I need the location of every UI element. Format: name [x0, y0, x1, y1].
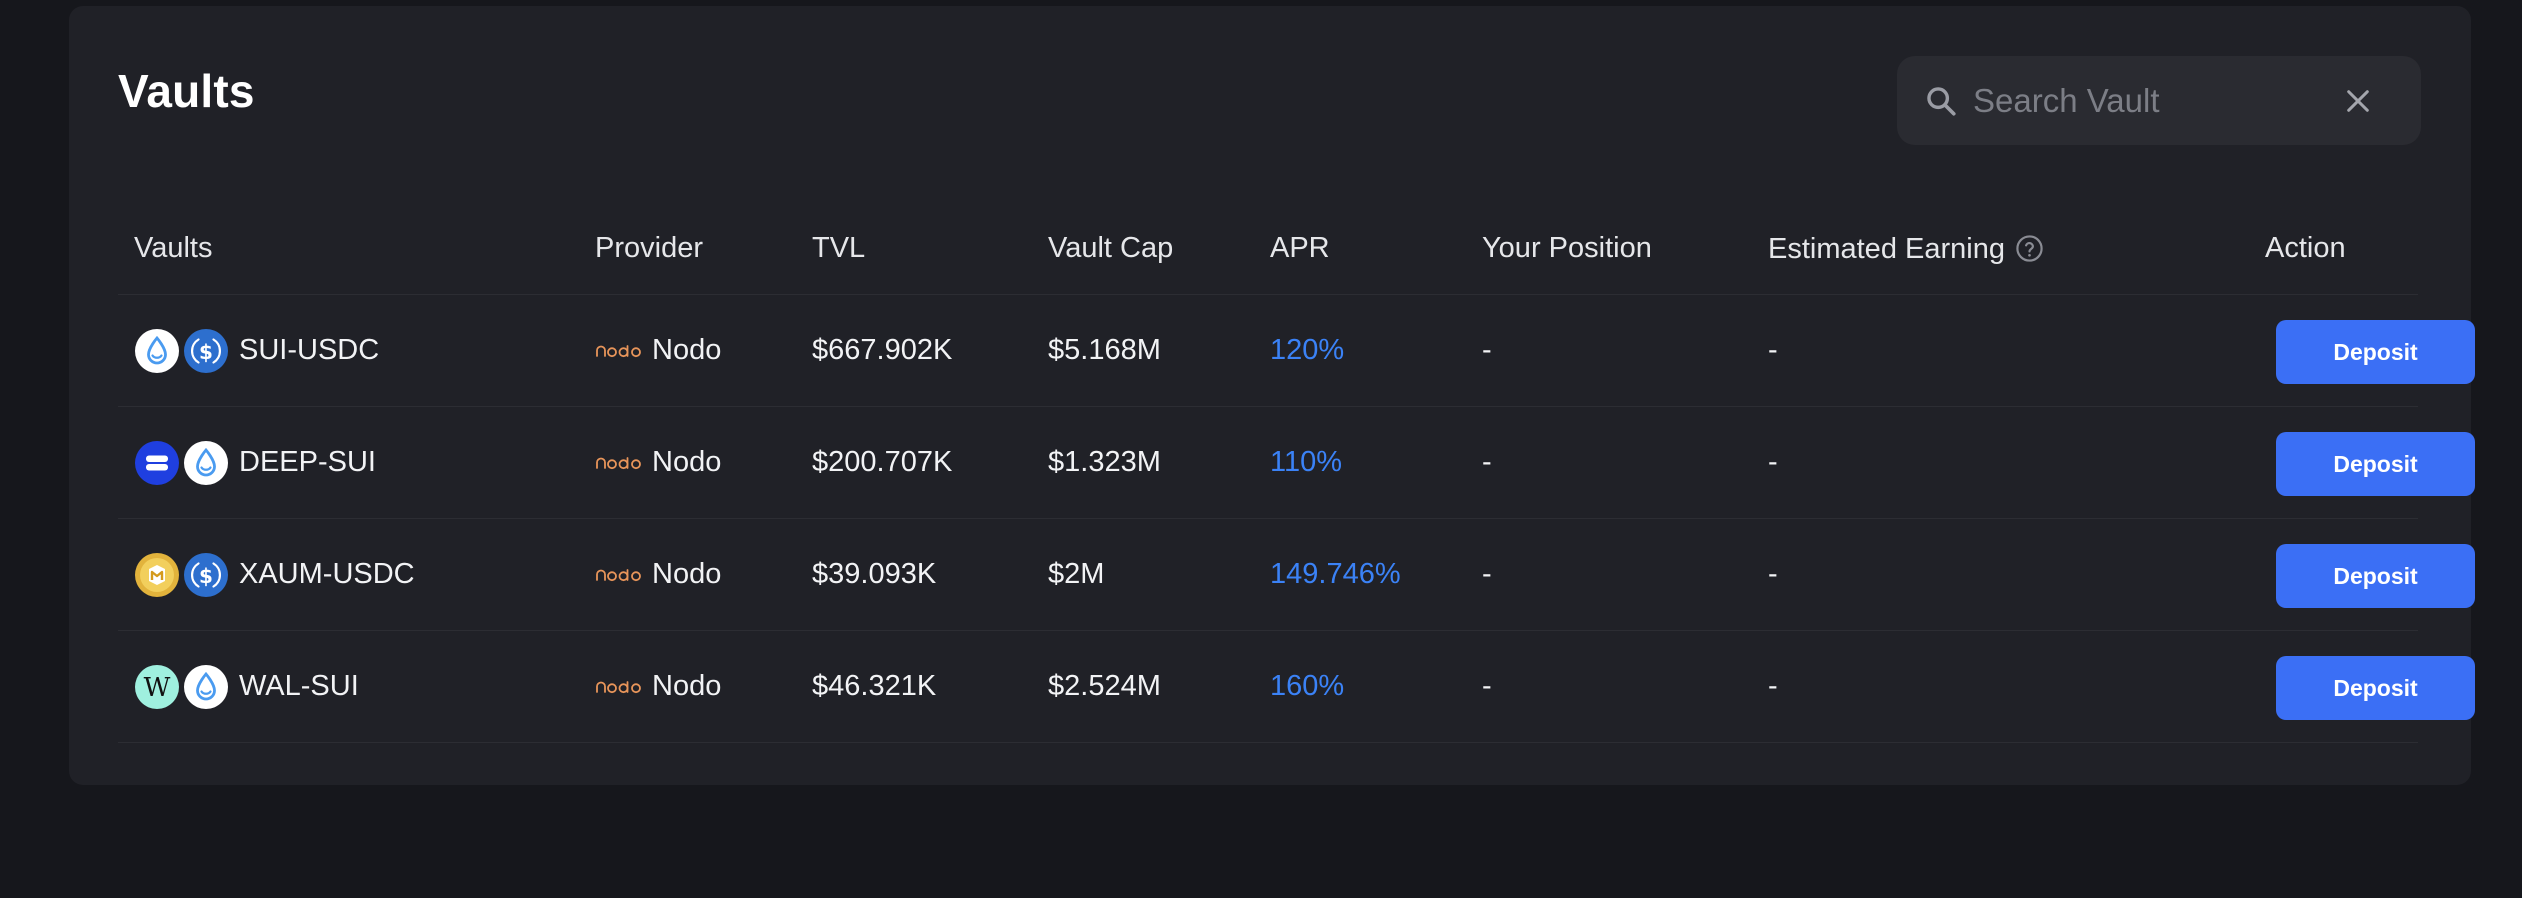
deposit-button[interactable]: Deposit: [2276, 320, 2475, 384]
provider-name: Nodo: [652, 670, 722, 702]
vault-pair-cell[interactable]: W WAL-SUI: [134, 631, 359, 742]
column-header-tvl: TVL: [812, 232, 866, 264]
estimated-earning-value: -: [1768, 670, 1778, 702]
sui-icon: [183, 664, 229, 710]
column-header-your-position: Your Position: [1482, 232, 1652, 264]
vault-cap-value: $5.168M: [1048, 334, 1161, 366]
apr-value: 149.746%: [1270, 558, 1401, 590]
svg-text:$: $: [199, 340, 213, 364]
your-position-value: -: [1482, 670, 1492, 702]
vault-pair-name: XAUM-USDC: [239, 558, 415, 590]
column-header-provider: Provider: [595, 232, 703, 264]
estimated-earning-label: Estimated Earning: [1768, 233, 2005, 265]
provider-cell: Nodo: [595, 295, 721, 406]
usdc-icon: $: [183, 552, 229, 598]
tvl-value: $46.321K: [812, 670, 937, 702]
deposit-button[interactable]: Deposit: [2276, 432, 2475, 496]
deposit-button[interactable]: Deposit: [2276, 544, 2475, 608]
vault-cap-value: $2M: [1048, 558, 1105, 590]
your-position-value: -: [1482, 334, 1492, 366]
your-position-value: -: [1482, 558, 1492, 590]
xaum-icon: [134, 552, 180, 598]
tvl-value: $39.093K: [812, 558, 937, 590]
table-header: Vaults Provider TVL Vault Cap APR Your P…: [118, 182, 2418, 295]
estimated-earning-value: -: [1768, 446, 1778, 478]
provider-cell: Nodo: [595, 407, 721, 518]
sui-icon: [183, 440, 229, 486]
vault-pair-name: DEEP-SUI: [239, 446, 376, 478]
search-box[interactable]: [1897, 56, 2421, 145]
usdc-icon: $: [183, 328, 229, 374]
vault-pair-name: WAL-SUI: [239, 670, 359, 702]
table-row: W WAL-SUI Nodo $46.321K $2.524M 160% - -…: [118, 631, 2475, 743]
clear-search-icon[interactable]: [2342, 85, 2374, 117]
search-input[interactable]: [1973, 56, 2333, 145]
table-row: $ XAUM-USDC Nodo $39.093K $2M 149.746% -…: [118, 519, 2475, 631]
estimated-earning-value: -: [1768, 334, 1778, 366]
deposit-button[interactable]: Deposit: [2276, 656, 2475, 720]
column-header-vaults: Vaults: [134, 232, 213, 264]
estimated-earning-value: -: [1768, 558, 1778, 590]
vault-pair-cell[interactable]: DEEP-SUI: [134, 407, 376, 518]
your-position-value: -: [1482, 446, 1492, 478]
nodo-logo-icon: [596, 568, 641, 581]
nodo-logo-icon: [596, 344, 641, 357]
apr-value: 160%: [1270, 670, 1345, 702]
provider-cell: Nodo: [595, 519, 721, 630]
vault-cap-value: $2.524M: [1048, 670, 1161, 702]
nodo-logo-icon: [596, 680, 641, 693]
provider-cell: Nodo: [595, 631, 721, 742]
apr-value: 120%: [1270, 334, 1345, 366]
vault-pair-cell[interactable]: $ SUI-USDC: [134, 295, 379, 406]
apr-value: 110%: [1270, 446, 1343, 478]
provider-name: Nodo: [652, 334, 722, 366]
vaults-panel: Vaults Vaults Provider TVL Vault Cap APR…: [69, 6, 2475, 785]
vault-pair-cell[interactable]: $ XAUM-USDC: [134, 519, 415, 630]
column-header-action: Action: [2265, 232, 2346, 264]
table-row: DEEP-SUI Nodo $200.707K $1.323M 110% - -…: [118, 407, 2475, 519]
provider-name: Nodo: [652, 446, 722, 478]
column-header-apr: APR: [1270, 232, 1330, 264]
help-icon[interactable]: [2015, 234, 2044, 263]
svg-text:$: $: [199, 564, 213, 588]
wal-icon: W: [134, 664, 180, 710]
vault-cap-value: $1.323M: [1048, 446, 1161, 478]
deep-icon: [134, 440, 180, 486]
search-icon: [1927, 87, 1956, 116]
tvl-value: $200.707K: [812, 446, 953, 478]
table-row: $ SUI-USDC Nodo $667.902K $5.168M 120% -…: [118, 295, 2475, 407]
vault-pair-name: SUI-USDC: [239, 334, 380, 366]
provider-name: Nodo: [652, 558, 722, 590]
nodo-logo-icon: [596, 456, 641, 469]
page-title: Vaults: [118, 65, 255, 117]
svg-text:W: W: [144, 673, 171, 703]
sui-icon: [134, 328, 180, 374]
column-header-vault-cap: Vault Cap: [1048, 232, 1174, 264]
column-header-estimated-earning: Estimated Earning: [1768, 234, 2044, 264]
tvl-value: $667.902K: [812, 334, 953, 366]
